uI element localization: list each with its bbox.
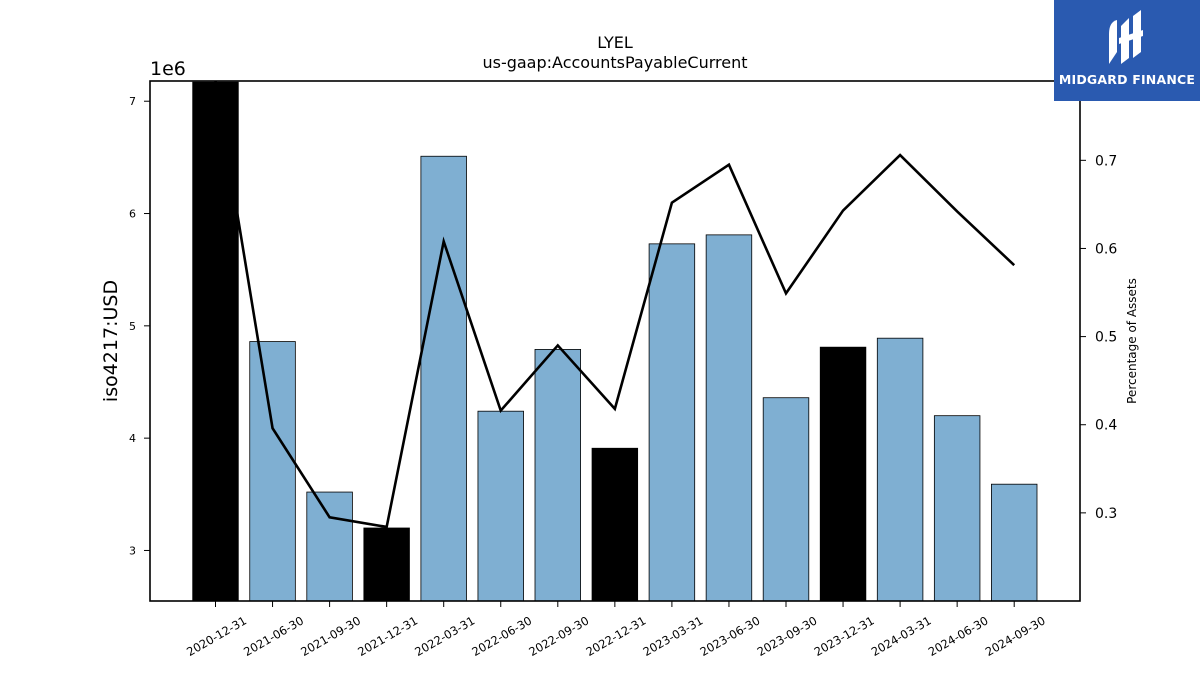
y-tick-label: 3 [129, 544, 136, 557]
bar [477, 410, 524, 602]
bar [991, 483, 1038, 602]
x-tick-label: 2021-06-30 [241, 613, 306, 659]
x-tick-label: 2023-03-31 [641, 613, 706, 659]
bar [819, 346, 867, 602]
y2-tick-label: 0.5 [1095, 330, 1117, 346]
x-tick-label: 2022-06-30 [469, 613, 534, 659]
chart-title: LYEL [597, 33, 633, 52]
y2-tick-label: 0.6 [1095, 241, 1117, 257]
y2-tick-label: 0.7 [1095, 153, 1117, 169]
x-tick-label: 2023-06-30 [698, 613, 763, 659]
y-tick-label: 5 [129, 320, 136, 333]
x-tick-label: 2021-09-30 [298, 613, 363, 659]
x-tick-label: 2021-12-31 [355, 613, 420, 659]
logo-text: MIDGARD FINANCE [1058, 72, 1196, 87]
x-tick-label: 2023-09-30 [755, 613, 820, 659]
y-tick-label: 4 [129, 432, 136, 445]
x-tick-label: 2024-09-30 [983, 613, 1048, 659]
bar [534, 349, 581, 602]
bar [306, 491, 353, 602]
bar [933, 415, 981, 602]
y2-axis-label: Percentage of Assets [1125, 278, 1139, 404]
bar [648, 243, 696, 602]
y-axis-label: iso4217:USD [100, 280, 122, 402]
bar [249, 341, 296, 602]
bar [705, 234, 753, 602]
x-tick-label: 2024-03-31 [869, 613, 934, 659]
logo-mark-icon [1109, 10, 1143, 64]
bar [363, 527, 410, 602]
y-offset-label: 1e6 [150, 58, 186, 80]
bar [591, 447, 639, 602]
y2-tick-label: 0.3 [1095, 506, 1117, 522]
bar [762, 397, 810, 602]
x-tick-label: 2023-12-31 [812, 613, 877, 659]
brand-logo: MIDGARD FINANCE [1054, 0, 1200, 101]
x-tick-label: 2020-12-31 [184, 613, 249, 659]
x-tick-label: 2022-12-31 [583, 613, 648, 659]
x-tick-label: 2024-06-30 [926, 613, 991, 659]
pct-assets-line [214, 80, 1016, 529]
x-tick-label: 2022-03-31 [412, 613, 477, 659]
bar [876, 337, 924, 602]
y2-tick-label: 0.4 [1095, 418, 1117, 434]
bar [420, 155, 467, 602]
y-tick-label: 7 [129, 95, 136, 108]
y-tick-label: 6 [129, 208, 136, 221]
bar [192, 81, 239, 602]
chart-subtitle: us-gaap:AccountsPayableCurrent [482, 53, 747, 72]
x-tick-label: 2022-09-30 [526, 613, 591, 659]
